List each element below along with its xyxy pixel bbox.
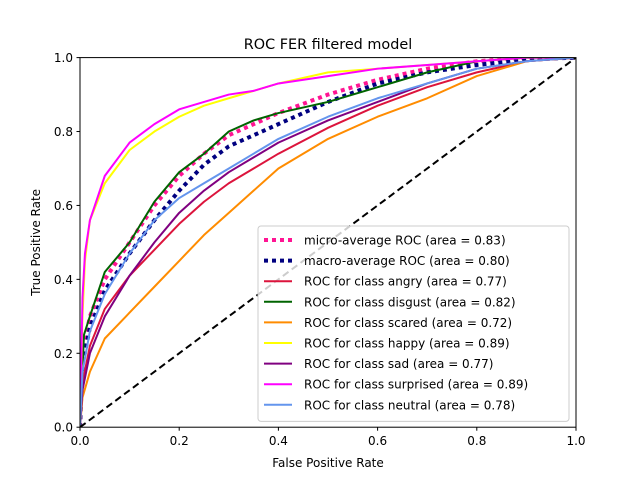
plot-frame xyxy=(79,57,577,428)
y-tick-label: 0.0 xyxy=(54,421,73,435)
series-line-8 xyxy=(80,57,576,428)
x-axis-label: False Positive Rate xyxy=(272,456,384,470)
series-line-7 xyxy=(80,57,576,428)
y-axis-ticks: 0.0 0.2 0.4 0.6 0.8 1.0 xyxy=(54,51,80,435)
y-tick-label: 0.6 xyxy=(54,199,73,213)
legend-label: ROC for class scared (area = 0.72) xyxy=(304,316,512,330)
legend-label: ROC for class angry (area = 0.77) xyxy=(304,275,507,289)
y-tick-label: 0.2 xyxy=(54,347,73,361)
chart-title: ROC FER filtered model xyxy=(244,37,412,53)
legend-label: ROC for class neutral (area = 0.78) xyxy=(304,398,515,412)
legend-label: ROC for class surprised (area = 0.89) xyxy=(304,378,528,392)
legend-label: ROC for class disgust (area = 0.82) xyxy=(304,295,516,309)
series-layer xyxy=(80,57,576,428)
y-tick-label: 0.8 xyxy=(54,125,73,139)
series-line-3 xyxy=(80,57,576,428)
legend-label: micro-average ROC (area = 0.83) xyxy=(304,234,506,248)
legend: micro-average ROC (area = 0.83) macro-ave… xyxy=(257,225,570,422)
series-line-1 xyxy=(80,57,576,428)
x-tick-label: 0.0 xyxy=(70,434,89,448)
x-tick-label: 1.0 xyxy=(566,434,585,448)
y-tick-label: 0.4 xyxy=(54,273,73,287)
legend-box xyxy=(257,225,570,422)
legend-label: ROC for class sad (area = 0.77) xyxy=(304,357,493,371)
x-tick-label: 0.4 xyxy=(269,434,288,448)
x-tick-label: 0.2 xyxy=(170,434,189,448)
x-tick-label: 0.6 xyxy=(368,434,387,448)
x-axis-ticks: 0.0 0.2 0.4 0.6 0.8 1.0 xyxy=(70,427,586,448)
y-tick-label: 1.0 xyxy=(54,51,73,65)
series-line-2 xyxy=(80,57,576,428)
legend-label: ROC for class happy (area = 0.89) xyxy=(304,337,510,351)
legend-label: macro-average ROC (area = 0.80) xyxy=(304,254,510,268)
x-tick-label: 0.8 xyxy=(467,434,486,448)
series-line-4 xyxy=(80,57,576,428)
series-line-0 xyxy=(80,57,576,428)
y-axis-label: True Positive Rate xyxy=(29,189,43,297)
